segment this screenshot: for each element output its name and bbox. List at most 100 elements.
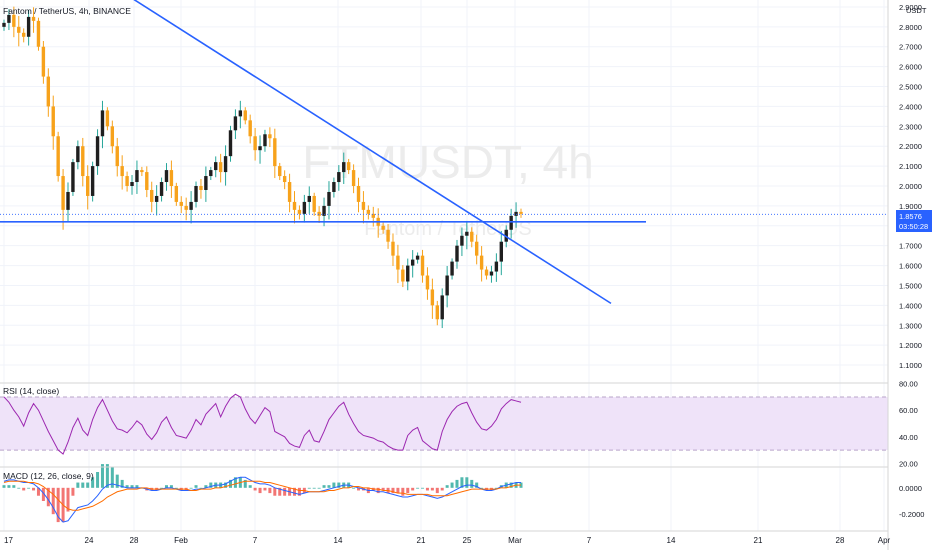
candle-body xyxy=(282,176,287,183)
macd-histogram-bar xyxy=(96,472,100,488)
time-tick: 25 xyxy=(463,536,472,545)
candle-body xyxy=(214,162,218,171)
price-tick: 1.1000 xyxy=(899,361,922,370)
time-tick: 7 xyxy=(587,536,592,545)
macd-histogram-bar xyxy=(445,485,449,488)
macd-histogram-bar xyxy=(100,464,104,488)
candle-body xyxy=(273,138,277,167)
macd-histogram-bar xyxy=(278,487,282,496)
price-tick: 1.3000 xyxy=(899,321,922,330)
macd-histogram-bar xyxy=(46,487,50,507)
price-tick: 2.4000 xyxy=(899,102,922,111)
candle-body xyxy=(204,176,208,190)
macd-histogram-bar xyxy=(105,464,109,488)
macd-histogram-bar xyxy=(391,487,395,494)
time-tick: 24 xyxy=(85,536,94,545)
symbol-title[interactable]: Fantom / TetherUS, 4h, BINANCE xyxy=(3,6,131,16)
macd-histogram-bar xyxy=(307,487,311,489)
price-axis[interactable] xyxy=(888,0,932,550)
candle-body xyxy=(263,134,267,147)
candle-body xyxy=(455,245,459,262)
candle-body xyxy=(120,166,124,177)
candle-body xyxy=(66,191,70,210)
macd-histogram-bar xyxy=(509,482,513,488)
rsi-tick: 60.00 xyxy=(899,406,918,415)
countdown-timer: 03:50:28 xyxy=(899,222,928,231)
descending-trendline[interactable] xyxy=(130,0,612,305)
watermark-ticker: FTMUSDT, 4h xyxy=(302,136,593,188)
macd-histogram-bar xyxy=(228,479,232,488)
candle-body xyxy=(396,255,400,270)
time-tick: 21 xyxy=(417,536,426,545)
macd-histogram-bar xyxy=(352,487,356,489)
candle-body xyxy=(115,146,119,167)
candle-body xyxy=(386,229,390,242)
rsi-line xyxy=(3,393,522,455)
macd-histogram-bar xyxy=(120,479,124,488)
macd-histogram-bar xyxy=(332,482,336,488)
price-tick: 2.5000 xyxy=(899,83,922,92)
rsi-band xyxy=(0,396,888,451)
candle-body xyxy=(361,201,366,210)
candle-body xyxy=(81,146,85,177)
candle-body xyxy=(86,176,90,196)
rsi-tick: 20.00 xyxy=(899,459,918,468)
macd-histogram-bar xyxy=(327,485,331,488)
candle-body xyxy=(209,170,213,177)
candle-body xyxy=(140,170,144,173)
candle-body xyxy=(233,116,238,131)
price-tick: 2.6000 xyxy=(899,63,922,72)
macd-histogram-bar xyxy=(475,482,479,488)
candle-body xyxy=(90,166,95,196)
candle-body xyxy=(366,209,371,214)
candle-body xyxy=(322,205,326,216)
candle-body xyxy=(21,32,26,37)
candle-body xyxy=(406,265,410,282)
macd-tick: -0.2000 xyxy=(899,510,924,519)
macd-histogram-bar xyxy=(425,487,429,491)
candle-body xyxy=(425,275,430,290)
macd-histogram-bar xyxy=(233,477,237,488)
candle-body xyxy=(110,126,115,147)
candle-body xyxy=(327,191,331,206)
macd-histogram-bar xyxy=(322,485,326,488)
candle-body xyxy=(440,295,444,320)
price-tick-labels: 2.9000 2.8000 2.7000 2.6000 2.5000 2.4000 2.30… xyxy=(899,3,922,370)
candle-body xyxy=(292,201,297,210)
currency-label: USDT xyxy=(906,6,927,15)
price-tick: 2.3000 xyxy=(899,122,922,131)
rsi-tick: 40.00 xyxy=(899,433,918,442)
candle-body xyxy=(76,146,80,163)
time-tick: 17 xyxy=(4,536,13,545)
price-tick: 1.5000 xyxy=(899,281,922,290)
candle-body xyxy=(489,271,494,276)
candle-body xyxy=(46,76,51,107)
candle-body xyxy=(184,205,188,210)
candle-body xyxy=(381,225,385,230)
candle-body xyxy=(312,195,316,212)
macd-histogram-bar xyxy=(135,485,139,488)
macd-histogram-bar xyxy=(125,485,129,488)
candle-body xyxy=(7,14,11,23)
macd-histogram-bar xyxy=(416,487,420,489)
macd-histogram-bar xyxy=(36,487,40,496)
macd-legend[interactable]: MACD (12, 26, close, 9) xyxy=(3,471,94,481)
last-price-badge xyxy=(896,210,932,232)
candle-body xyxy=(430,289,435,306)
time-tick: 14 xyxy=(667,536,676,545)
rsi-legend[interactable]: RSI (14, close) xyxy=(3,386,59,396)
candle-body xyxy=(105,110,110,127)
candle-body xyxy=(514,211,518,216)
macd-histogram-bar xyxy=(41,487,45,501)
candle-body xyxy=(519,211,523,214)
macd-histogram-bar xyxy=(406,487,410,494)
candle-body xyxy=(509,215,513,230)
candle-body xyxy=(415,255,420,260)
macd-histogram-bar xyxy=(169,485,173,488)
macd-histogram-bar xyxy=(243,479,247,488)
candle-body xyxy=(332,182,336,192)
macd-histogram-bar xyxy=(160,487,164,489)
candle-body xyxy=(238,110,243,117)
macd-histogram-bar xyxy=(86,482,90,488)
